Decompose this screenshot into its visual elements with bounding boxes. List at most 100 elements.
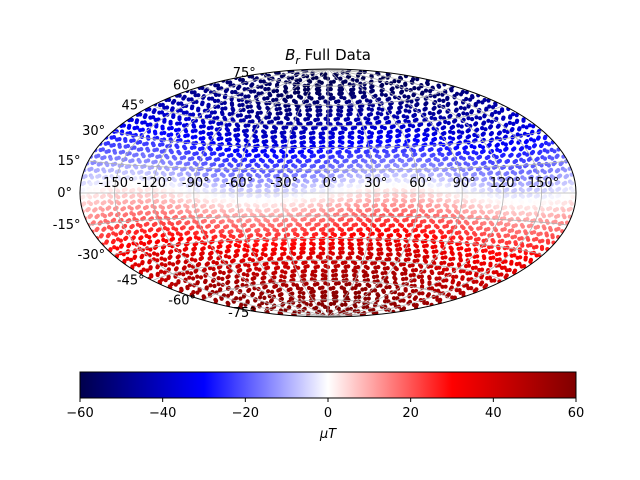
data-point	[265, 154, 270, 159]
data-point	[438, 208, 443, 213]
data-point	[479, 275, 484, 280]
data-point	[431, 111, 436, 117]
data-point	[373, 93, 378, 98]
data-point	[556, 180, 561, 185]
data-point	[470, 204, 475, 209]
data-point	[320, 285, 325, 290]
data-point	[206, 178, 211, 184]
data-point	[475, 127, 480, 132]
data-point	[273, 242, 278, 247]
data-point	[113, 232, 119, 237]
data-point	[397, 109, 402, 114]
data-point	[318, 112, 323, 117]
data-point	[472, 198, 477, 203]
data-point	[422, 228, 427, 233]
data-point	[463, 199, 469, 204]
data-point	[477, 154, 483, 159]
data-point	[436, 83, 441, 88]
data-point	[293, 193, 298, 198]
data-point	[162, 130, 167, 135]
data-point	[309, 203, 314, 208]
data-point	[505, 187, 510, 192]
data-point	[377, 217, 382, 222]
data-point	[293, 154, 298, 159]
data-point	[266, 289, 271, 294]
data-point	[483, 248, 488, 253]
data-point	[331, 95, 336, 101]
data-point	[108, 188, 113, 193]
data-point	[410, 263, 415, 268]
data-point	[276, 116, 281, 121]
data-point	[303, 91, 308, 96]
data-point	[482, 285, 487, 290]
data-point	[279, 120, 284, 125]
data-point	[386, 299, 391, 304]
data-point	[121, 206, 127, 211]
data-point	[321, 247, 326, 252]
data-point	[121, 252, 126, 257]
data-point	[211, 119, 216, 124]
data-point	[258, 233, 263, 238]
data-point	[533, 206, 538, 211]
data-point	[538, 231, 543, 236]
data-point	[315, 264, 320, 269]
data-point	[230, 102, 235, 107]
data-point	[184, 246, 189, 251]
data-point	[212, 151, 217, 156]
data-point	[341, 286, 347, 291]
data-point	[420, 90, 425, 95]
data-point	[130, 264, 135, 269]
data-point	[310, 286, 315, 292]
data-point	[464, 209, 469, 214]
data-point	[381, 168, 386, 173]
data-point	[213, 297, 218, 302]
data-point	[275, 208, 280, 213]
data-point	[155, 258, 160, 263]
data-point	[167, 97, 172, 102]
data-point	[475, 254, 480, 259]
data-point	[534, 236, 539, 242]
longitude-tick-labels: -150° -120° -90° -60° -30° 0° 30° 60° 90° 120° 150…	[98, 176, 559, 191]
data-point	[282, 135, 287, 140]
data-point	[204, 234, 209, 239]
data-point	[403, 288, 408, 293]
data-point	[229, 97, 234, 102]
data-point	[377, 256, 382, 261]
data-point	[291, 202, 296, 207]
data-point	[283, 103, 288, 108]
data-point	[153, 131, 158, 136]
data-point	[340, 130, 345, 135]
data-point	[528, 259, 533, 264]
data-point	[374, 203, 379, 208]
data-point	[449, 246, 454, 252]
data-point	[309, 96, 314, 101]
data-point	[356, 117, 361, 122]
data-point	[384, 295, 389, 300]
data-point	[211, 266, 216, 272]
data-point	[179, 172, 184, 177]
data-point	[313, 269, 318, 274]
data-point	[147, 198, 152, 203]
data-point	[464, 189, 469, 194]
data-point	[147, 235, 152, 240]
data-point	[138, 188, 143, 193]
data-point	[510, 206, 515, 211]
data-point	[464, 183, 469, 188]
data-point	[211, 219, 216, 224]
data-point	[174, 227, 179, 232]
data-point	[367, 218, 372, 223]
data-point	[192, 124, 197, 129]
data-point	[226, 274, 231, 279]
data-point	[332, 301, 337, 306]
data-point	[429, 188, 435, 194]
data-point	[155, 182, 160, 187]
data-point	[330, 131, 335, 136]
data-point	[274, 163, 280, 168]
data-point	[293, 126, 298, 131]
data-point	[279, 93, 284, 98]
data-point	[100, 147, 105, 152]
data-point	[381, 158, 386, 163]
data-point	[196, 171, 201, 176]
data-point	[461, 168, 466, 173]
data-point	[225, 128, 231, 133]
